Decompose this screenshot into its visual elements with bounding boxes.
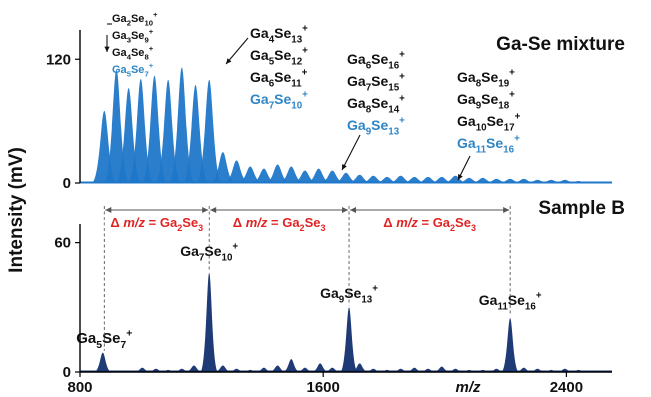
top-peak-10 bbox=[209, 152, 236, 183]
x-tick-label-2: 1600 bbox=[307, 379, 340, 396]
top-ion-label-4-2: Ga9Se18+ bbox=[457, 90, 515, 112]
top-arrowhead-4 bbox=[458, 174, 463, 180]
delta-label-bg-2 bbox=[227, 213, 332, 231]
top-peak-25 bbox=[415, 176, 442, 183]
bottom-panel-sample-b: Sample B Ga5Se7+ Ga7Se10+ Ga9Se13+ Ga11Se16+… bbox=[76, 198, 625, 373]
top-peak-12 bbox=[237, 166, 264, 183]
bottom-peak-1 bbox=[93, 352, 112, 372]
bottom-peak-label-1: Ga5Se7+ bbox=[76, 327, 132, 351]
bottom-peak-15 bbox=[311, 363, 330, 372]
bottom-panel-title: Sample B bbox=[538, 198, 625, 219]
top-peak-26 bbox=[428, 176, 455, 183]
top-y-tick-label-2: 0 bbox=[63, 175, 71, 192]
bottom-peak-label-4: Ga11Se16+ bbox=[479, 291, 542, 313]
bottom-peak-8 bbox=[213, 365, 232, 372]
top-arrowhead-3 bbox=[342, 164, 347, 170]
top-ion-label-2-1: Ga4Se13+ bbox=[250, 24, 308, 46]
y-axis-label: Intensity (mV) bbox=[6, 147, 27, 273]
top-peak-15 bbox=[278, 166, 305, 183]
top-peak-27 bbox=[442, 175, 469, 183]
delta-arrow-left-2 bbox=[210, 207, 217, 213]
bottom-peak-label-3: Ga9Se13+ bbox=[320, 284, 378, 306]
top-ion-label-1-3: Ga4Se8+ bbox=[112, 44, 154, 61]
delta-label-1: Δ m/z = Ga2Se3 bbox=[110, 215, 203, 233]
bottom-peak-13 bbox=[282, 359, 301, 372]
top-ion-label-2-3: Ga6Se11+ bbox=[250, 68, 308, 90]
top-ion-label-1-2: Ga3Se9+ bbox=[112, 27, 154, 44]
top-peak-20 bbox=[346, 174, 373, 183]
top-ion-label-4-4: Ga11Se16+ bbox=[457, 134, 520, 156]
delta-arrow-right-3 bbox=[503, 207, 510, 213]
top-peak-9 bbox=[196, 79, 223, 183]
top-peak-8 bbox=[182, 85, 209, 183]
bottom-peak-12 bbox=[268, 365, 287, 372]
top-ion-label-1-4: Ga5Se7+ bbox=[112, 61, 154, 78]
top-peak-14 bbox=[264, 164, 291, 183]
delta-label-3: Δ m/z = Ga2Se3 bbox=[383, 215, 476, 233]
top-peak-21 bbox=[360, 175, 387, 183]
x-axis-label: m/z bbox=[455, 379, 481, 396]
top-arrowhead-2 bbox=[226, 58, 232, 64]
top-peak-11 bbox=[223, 160, 250, 183]
top-ion-label-4-1: Ga8Se19+ bbox=[457, 68, 515, 90]
top-peak-5 bbox=[141, 75, 168, 183]
bottom-y-tick-label-2: 0 bbox=[63, 364, 71, 381]
delta-arrow-right-1 bbox=[202, 207, 209, 213]
bottom-peak-18 bbox=[350, 363, 369, 372]
top-peak-17 bbox=[305, 168, 332, 183]
delta-arrow-left-1 bbox=[105, 207, 112, 213]
top-y-tick-label-1: 120 bbox=[46, 51, 71, 68]
x-tick-label-3: 2400 bbox=[550, 379, 583, 396]
delta-arrow-left-3 bbox=[350, 207, 357, 213]
top-ion-label-3-3: Ga8Se14+ bbox=[347, 94, 405, 116]
top-peak-19 bbox=[333, 172, 359, 183]
top-ion-label-3-1: Ga6Se16+ bbox=[347, 50, 405, 72]
top-peak-18 bbox=[319, 170, 346, 183]
delta-label-bg-3 bbox=[377, 213, 482, 231]
top-ion-label-2-2: Ga5Se12+ bbox=[250, 46, 308, 68]
top-ion-label-3-2: Ga7Se15+ bbox=[347, 72, 405, 94]
top-panel-title: Ga-Se mixture bbox=[496, 34, 625, 55]
bottom-peak-6 bbox=[185, 365, 203, 372]
top-peak-4 bbox=[127, 78, 154, 183]
top-panel-ga-se-mixture: Ga-Se mixtureGa2Se10+Ga3Se9+Ga4Se8+Ga5Se… bbox=[80, 10, 625, 184]
top-peak-24 bbox=[401, 176, 428, 183]
top-peak-7 bbox=[168, 67, 195, 183]
bottom-peak-label-2: Ga7Se10+ bbox=[180, 242, 238, 264]
top-ion-label-1-1: Ga2Se10+ bbox=[112, 10, 158, 27]
top-ion-label-2-4: Ga7Se10+ bbox=[250, 90, 308, 112]
x-tick-label-1: 800 bbox=[67, 379, 92, 396]
top-peak-16 bbox=[291, 170, 318, 183]
bottom-peak-29 bbox=[501, 318, 520, 372]
bottom-peak-17 bbox=[340, 307, 359, 372]
top-arrow-2 bbox=[225, 37, 249, 65]
top-arrow-3 bbox=[341, 134, 361, 171]
top-ion-label-3-4: Ga9Se13+ bbox=[347, 116, 405, 138]
delta-label-2: Δ m/z = Ga2Se3 bbox=[233, 215, 326, 233]
delta-arrow-right-2 bbox=[342, 207, 349, 213]
bottom-peak-7 bbox=[200, 272, 219, 372]
top-arrowhead-1 bbox=[104, 46, 110, 52]
top-peak-23 bbox=[387, 175, 414, 183]
top-ion-label-4-3: Ga10Se17+ bbox=[457, 112, 521, 134]
delta-label-bg-1 bbox=[104, 213, 209, 231]
top-peak-6 bbox=[155, 79, 182, 183]
bottom-y-tick-label-1: 60 bbox=[54, 235, 71, 252]
top-peak-22 bbox=[374, 176, 401, 183]
